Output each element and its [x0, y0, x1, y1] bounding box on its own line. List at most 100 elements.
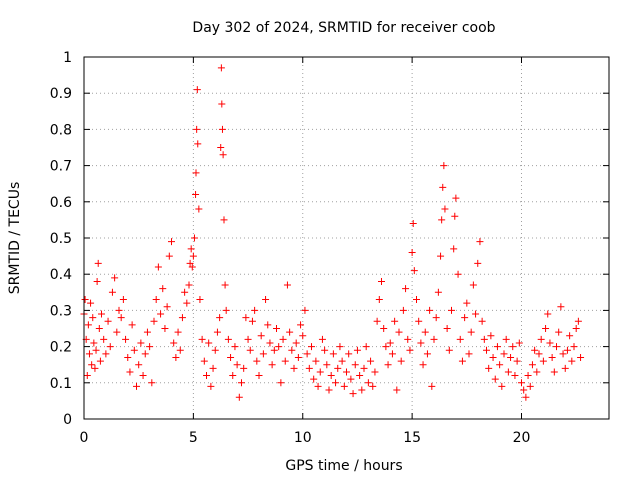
data-point — [203, 372, 210, 380]
data-point — [544, 310, 552, 318]
data-point — [568, 357, 576, 365]
data-point — [192, 169, 200, 177]
y-axis-label: SRMTID / TECUs — [7, 182, 23, 295]
data-point — [476, 238, 484, 246]
data-point — [218, 100, 226, 108]
data-point — [148, 379, 156, 387]
data-point — [430, 335, 438, 343]
data-point — [196, 296, 204, 304]
data-point — [349, 390, 357, 398]
data-point — [408, 248, 416, 256]
data-point — [255, 372, 263, 380]
data-point — [362, 343, 370, 351]
data-point — [332, 379, 340, 387]
data-point — [297, 321, 305, 329]
data-point — [84, 321, 92, 329]
data-point — [535, 350, 543, 358]
data-point — [172, 353, 180, 361]
data-point — [275, 343, 283, 351]
data-point — [102, 350, 110, 358]
data-point — [428, 382, 436, 390]
data-point — [325, 386, 333, 394]
data-point — [321, 346, 329, 354]
data-point — [504, 368, 512, 376]
data-point — [555, 328, 563, 336]
data-point — [292, 339, 300, 347]
data-point — [356, 372, 364, 380]
data-point — [469, 281, 477, 289]
data-point — [157, 310, 165, 318]
data-point — [224, 335, 232, 343]
x-tick-label: 15 — [403, 430, 421, 446]
data-point — [404, 335, 412, 343]
data-point — [440, 162, 448, 170]
data-point — [185, 281, 193, 289]
data-point — [371, 368, 379, 376]
data-point — [170, 339, 178, 347]
data-point — [526, 382, 534, 390]
data-point — [220, 216, 228, 224]
data-point — [491, 375, 499, 383]
data-point — [493, 343, 501, 351]
chart-title: Day 302 of 2024, SRMTID for receiver coo… — [192, 20, 495, 36]
data-point — [106, 343, 114, 351]
data-point — [262, 296, 270, 304]
data-point — [360, 364, 368, 372]
data-point — [90, 339, 98, 347]
data-point — [496, 361, 504, 369]
data-point — [290, 364, 298, 372]
data-point — [489, 353, 497, 361]
data-point — [207, 382, 215, 390]
data-point — [452, 194, 460, 202]
data-point — [465, 350, 473, 358]
data-point — [277, 379, 285, 387]
data-point — [85, 350, 93, 358]
data-point — [485, 364, 493, 372]
data-point — [454, 270, 462, 278]
data-point — [200, 357, 208, 365]
data-point — [288, 346, 296, 354]
data-point — [100, 335, 108, 343]
data-point — [222, 306, 230, 314]
data-points — [80, 64, 585, 401]
data-point — [279, 335, 287, 343]
data-point — [89, 314, 97, 322]
data-point — [216, 314, 224, 322]
data-point — [183, 299, 191, 307]
data-point — [259, 350, 267, 358]
data-point — [205, 339, 213, 347]
y-tick-label: 0.9 — [50, 86, 72, 102]
data-point — [574, 317, 582, 325]
data-point — [402, 285, 410, 293]
data-point — [520, 386, 528, 394]
data-point — [426, 306, 434, 314]
data-point — [577, 353, 585, 361]
data-point — [423, 350, 431, 358]
data-point — [561, 364, 569, 372]
data-point — [283, 281, 291, 289]
x-tick-labels: 0 5 10 15 20 — [80, 430, 531, 446]
data-point — [395, 328, 403, 336]
data-point — [310, 375, 318, 383]
data-point — [509, 343, 517, 351]
data-point — [386, 339, 394, 347]
data-point — [146, 343, 154, 351]
data-point — [537, 335, 545, 343]
data-point — [437, 252, 445, 260]
data-point — [187, 245, 195, 253]
x-tick-label: 20 — [513, 430, 531, 446]
data-point — [211, 346, 219, 354]
data-point — [168, 238, 175, 246]
data-point — [104, 317, 112, 325]
data-point — [141, 350, 149, 358]
data-point — [124, 353, 132, 361]
data-point — [417, 339, 425, 347]
data-point — [312, 357, 320, 365]
data-point — [229, 372, 237, 380]
data-point — [399, 306, 407, 314]
data-point — [531, 346, 539, 354]
data-point — [128, 321, 136, 329]
data-point — [511, 372, 519, 380]
data-point — [98, 310, 105, 318]
